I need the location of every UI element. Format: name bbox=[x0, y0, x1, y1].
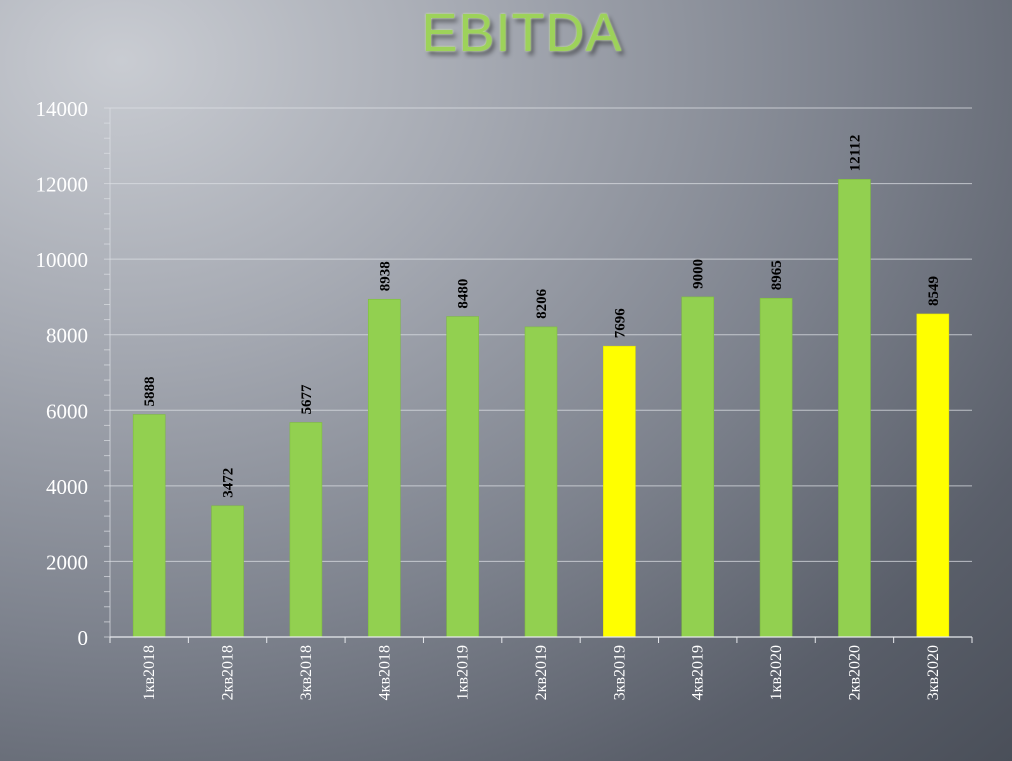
data-label-1кв2020: 8965 bbox=[769, 260, 785, 290]
bar-1кв2018 bbox=[132, 414, 166, 638]
y-tick-label: 6000 bbox=[46, 399, 88, 423]
data-label-2кв2020: 12112 bbox=[847, 135, 863, 172]
bar-3кв2018 bbox=[289, 422, 323, 638]
bar-4кв2019 bbox=[681, 296, 715, 638]
data-label-4кв2019: 9000 bbox=[691, 259, 707, 289]
data-label-3кв2020: 8549 bbox=[926, 276, 942, 306]
data-label-1кв2018: 5888 bbox=[142, 377, 158, 407]
category-label-3кв2020: 3кв2020 bbox=[925, 645, 942, 700]
category-label-2кв2019: 2кв2019 bbox=[533, 645, 550, 700]
category-label-4кв2019: 4кв2019 bbox=[690, 645, 707, 700]
bar-1кв2019 bbox=[446, 316, 479, 638]
category-label-2кв2018: 2кв2018 bbox=[220, 645, 237, 700]
category-label-1кв2018: 1кв2018 bbox=[141, 645, 158, 700]
bar-2кв2019 bbox=[524, 326, 558, 638]
category-label-1кв2019: 1кв2019 bbox=[455, 645, 472, 700]
category-label-3кв2019: 3кв2019 bbox=[611, 645, 628, 700]
y-tick-label: 8000 bbox=[46, 324, 88, 348]
bar-2кв2020 bbox=[838, 179, 871, 638]
data-label-2кв2018: 3472 bbox=[221, 468, 237, 498]
y-tick-label: 4000 bbox=[46, 475, 88, 499]
bar-3кв2020 bbox=[916, 313, 950, 638]
data-label-3кв2019: 7696 bbox=[612, 308, 628, 339]
y-tick-label: 14000 bbox=[36, 97, 89, 121]
bar-3кв2019 bbox=[603, 345, 636, 638]
category-label-2кв2020: 2кв2020 bbox=[846, 645, 863, 700]
category-label-1кв2020: 1кв2020 bbox=[768, 645, 785, 700]
bar-1кв2020 bbox=[759, 297, 793, 638]
data-label-3кв2018: 5677 bbox=[299, 384, 315, 415]
bar-2кв2018 bbox=[211, 505, 244, 638]
y-tick-label: 12000 bbox=[36, 173, 89, 197]
category-label-4кв2018: 4кв2018 bbox=[376, 645, 393, 700]
y-tick-label: 10000 bbox=[36, 248, 89, 272]
bar-4кв2018 bbox=[367, 298, 401, 638]
y-tick-label: 0 bbox=[78, 626, 89, 650]
data-label-1кв2019: 8480 bbox=[456, 279, 472, 309]
data-label-4кв2018: 8938 bbox=[377, 261, 393, 291]
category-label-3кв2018: 3кв2018 bbox=[298, 645, 315, 700]
chart-title: EBITDA bbox=[421, 3, 623, 63]
y-tick-label: 2000 bbox=[46, 550, 88, 574]
data-label-2кв2019: 8206 bbox=[534, 288, 550, 319]
